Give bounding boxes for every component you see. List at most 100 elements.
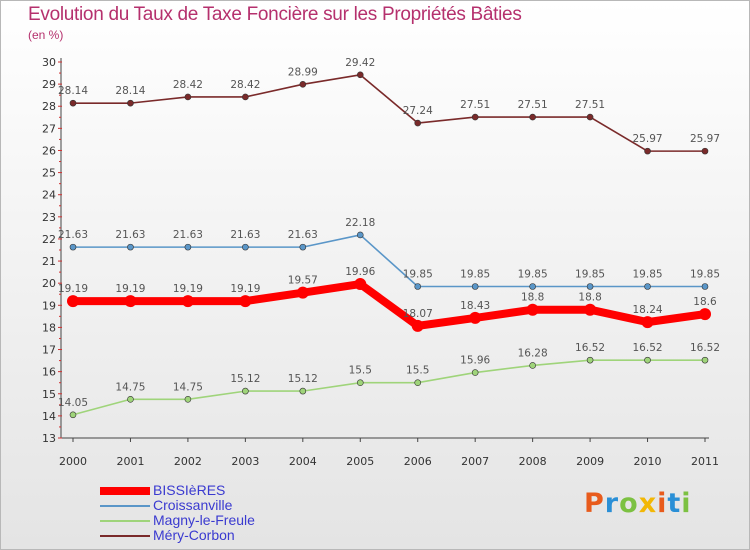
- data-point-bissie-res: [526, 303, 539, 316]
- data-label-bissie-res: 18.6: [693, 296, 717, 308]
- data-point-bissie-res: [181, 295, 194, 308]
- data-point-magny-le-freule: [127, 395, 134, 403]
- data-point-me-ry-corbon: [356, 71, 364, 79]
- legend-swatch-croissanville: [100, 505, 150, 507]
- y-tick-label: 24: [42, 189, 56, 202]
- x-tick-label: 2001: [116, 455, 144, 468]
- data-label-bissie-res: 18.8: [578, 292, 601, 304]
- data-point-bissie-res: [411, 319, 424, 332]
- data-point-me-ry-corbon: [299, 81, 307, 88]
- x-tick-label: 2005: [346, 455, 374, 468]
- data-point-croissanville: [242, 243, 249, 251]
- legend-swatch-bissieres: [100, 487, 150, 495]
- legend-label: Méry-Corbon: [153, 527, 235, 543]
- data-point-magny-le-freule: [471, 369, 479, 376]
- series-line-magny-le-freule: [72, 359, 706, 416]
- data-label-croissanville: 21.63: [230, 229, 260, 241]
- data-point-bissie-res: [239, 295, 252, 308]
- data-point-bissie-res: [124, 295, 137, 308]
- data-label-magny-le-freule: 16.52: [575, 342, 605, 354]
- data-point-croissanville: [471, 283, 479, 290]
- data-point-me-ry-corbon: [529, 113, 536, 121]
- logo-letter: P: [584, 488, 605, 519]
- data-label-bissie-res: 18.24: [633, 304, 663, 316]
- x-tick-label: 2011: [691, 455, 719, 468]
- data-label-magny-le-freule: 15.5: [349, 365, 372, 377]
- data-point-croissanville: [127, 243, 134, 251]
- data-point-me-ry-corbon: [644, 147, 651, 155]
- data-label-bissie-res: 19.19: [58, 283, 88, 295]
- data-label-croissanville: 21.63: [58, 229, 88, 241]
- data-label-croissanville: 21.63: [115, 229, 145, 241]
- data-label-bissie-res: 19.96: [345, 266, 375, 278]
- data-label-bissie-res: 19.19: [230, 283, 260, 295]
- data-label-me-ry-corbon: 29.42: [345, 57, 375, 69]
- data-point-croissanville: [701, 283, 709, 290]
- data-point-bissie-res: [67, 295, 79, 308]
- y-tick-label: 14: [42, 410, 56, 423]
- logo-letter: i: [681, 488, 692, 519]
- data-label-me-ry-corbon: 28.14: [58, 85, 88, 97]
- data-point-me-ry-corbon: [184, 93, 192, 101]
- logo-letter: t: [667, 488, 682, 519]
- series-line-bissie-res: [69, 280, 709, 330]
- x-tick-label: 2000: [59, 455, 87, 468]
- data-point-bissie-res: [354, 278, 367, 291]
- y-tick-label: 30: [42, 56, 56, 69]
- y-tick-label: 15: [42, 388, 56, 401]
- x-tick-label: 2006: [404, 455, 432, 468]
- data-point-magny-le-freule: [529, 362, 536, 369]
- x-tick-label: 2002: [174, 455, 202, 468]
- chart-title: Evolution du Taux de Taxe Foncière sur l…: [28, 4, 522, 25]
- y-tick-label: 28: [42, 100, 56, 113]
- data-point-me-ry-corbon: [414, 119, 422, 127]
- data-label-croissanville: 19.85: [575, 268, 605, 280]
- logo-letter: r: [604, 488, 620, 519]
- data-label-bissie-res: 19.19: [115, 283, 145, 295]
- data-point-bissie-res: [699, 308, 711, 321]
- data-point-me-ry-corbon: [242, 93, 249, 101]
- data-label-magny-le-freule: 14.05: [58, 397, 88, 409]
- data-point-croissanville: [299, 243, 307, 251]
- data-label-me-ry-corbon: 28.42: [173, 79, 203, 91]
- data-point-magny-le-freule: [644, 356, 651, 364]
- series-line-croissanville: [72, 234, 706, 288]
- data-label-magny-le-freule: 15.96: [460, 355, 490, 367]
- legend-label: Magny-le-Freule: [153, 512, 255, 528]
- data-point-croissanville: [356, 231, 364, 239]
- logo-letter: x: [638, 488, 658, 519]
- data-point-me-ry-corbon: [471, 113, 479, 121]
- x-tick-label: 2008: [519, 455, 547, 468]
- data-label-magny-le-freule: 15.12: [288, 373, 318, 385]
- y-tick-label: 21: [42, 255, 56, 268]
- y-tick-label: 20: [42, 277, 56, 290]
- x-tick-label: 2003: [231, 455, 259, 468]
- data-point-magny-le-freule: [242, 387, 249, 395]
- legend-swatch-mery-corbon: [100, 535, 150, 537]
- data-point-magny-le-freule: [356, 379, 364, 387]
- data-point-bissie-res: [469, 311, 482, 324]
- x-tick-label: 2009: [576, 455, 604, 468]
- data-label-bissie-res: 18.8: [521, 292, 544, 304]
- y-tick-label: 13: [42, 432, 56, 445]
- logo-letter: i: [657, 488, 668, 519]
- data-label-me-ry-corbon: 27.51: [460, 99, 490, 111]
- data-label-croissanville: 21.63: [288, 229, 318, 241]
- legend-swatch-magny-le-freule: [100, 520, 150, 522]
- data-label-croissanville: 22.18: [345, 217, 375, 229]
- data-point-croissanville: [69, 243, 77, 251]
- data-label-magny-le-freule: 15.12: [230, 373, 260, 385]
- data-point-magny-le-freule: [299, 387, 307, 395]
- data-point-magny-le-freule: [184, 395, 192, 403]
- data-label-bissie-res: 19.57: [288, 275, 318, 287]
- data-label-me-ry-corbon: 28.42: [230, 79, 260, 91]
- data-label-magny-le-freule: 14.75: [173, 381, 203, 393]
- data-label-croissanville: 19.85: [690, 268, 720, 280]
- data-label-bissie-res: 18.07: [403, 308, 433, 320]
- data-label-me-ry-corbon: 27.51: [518, 99, 548, 111]
- data-label-me-ry-corbon: 25.97: [633, 133, 663, 145]
- x-tick-label: 2007: [461, 455, 489, 468]
- data-label-me-ry-corbon: 28.14: [115, 85, 145, 97]
- logo-letter: o: [619, 488, 639, 519]
- data-label-magny-le-freule: 16.52: [690, 342, 720, 354]
